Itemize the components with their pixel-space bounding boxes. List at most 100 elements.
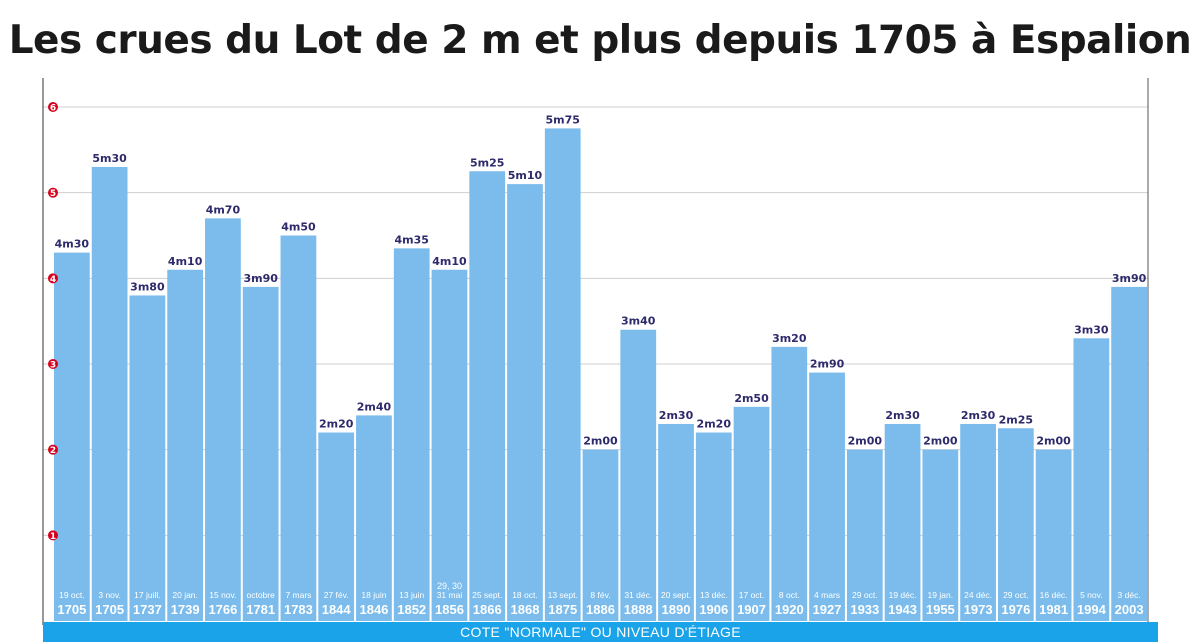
date-label: 4 mars xyxy=(814,590,840,600)
value-label: 3m90 xyxy=(243,272,278,285)
date-label: 17 juill. xyxy=(134,590,160,600)
year-label: 1781 xyxy=(246,602,275,617)
year-label: 1737 xyxy=(133,602,162,617)
date-label: 16 déc. xyxy=(1040,590,1068,600)
bar xyxy=(733,406,770,621)
bar xyxy=(695,432,732,621)
date-label: 13 sept. xyxy=(548,590,578,600)
value-label: 2m30 xyxy=(659,409,694,422)
year-label: 1705 xyxy=(57,602,86,617)
year-label: 1933 xyxy=(850,602,879,617)
value-label: 2m40 xyxy=(357,400,392,413)
bar xyxy=(356,415,392,621)
date-label: 31 déc. xyxy=(624,590,652,600)
year-label: 1906 xyxy=(699,602,728,617)
value-label: 2m00 xyxy=(583,435,618,448)
year-label: 1866 xyxy=(473,602,502,617)
bar xyxy=(393,248,430,621)
value-label: 2m50 xyxy=(734,392,769,405)
year-label: 1994 xyxy=(1077,602,1107,617)
bar xyxy=(318,432,355,621)
year-label: 1846 xyxy=(359,602,388,617)
year-label: 1890 xyxy=(662,602,691,617)
date-label: 19 déc. xyxy=(889,590,917,600)
year-label: 1766 xyxy=(208,602,237,617)
value-label: 4m30 xyxy=(55,238,90,251)
value-label: 2m30 xyxy=(885,409,920,422)
date-label: 8 oct. xyxy=(779,590,800,600)
bar xyxy=(280,235,317,621)
date-label: 29 oct. xyxy=(1003,590,1029,600)
y-tick-label: 2 xyxy=(50,446,56,456)
bar xyxy=(1111,286,1147,621)
bar xyxy=(809,372,845,621)
date-label: 19 oct. xyxy=(59,590,85,600)
date-label: 19 jan. xyxy=(928,590,954,600)
y-tick-label: 3 xyxy=(50,361,56,371)
value-label: 2m25 xyxy=(999,413,1033,426)
y-tick-marker xyxy=(48,530,58,541)
year-label: 1981 xyxy=(1039,602,1068,617)
bar xyxy=(846,449,883,621)
year-label: 1856 xyxy=(435,602,464,617)
year-label: 1907 xyxy=(737,602,766,617)
value-label: 2m20 xyxy=(319,418,354,431)
value-label: 4m50 xyxy=(281,221,316,234)
value-label: 3m30 xyxy=(1074,323,1109,336)
date-label: 8 fév. xyxy=(590,590,610,600)
year-label: 1852 xyxy=(397,602,426,617)
bar xyxy=(54,252,90,621)
bar xyxy=(91,166,128,621)
date-label: 13 déc. xyxy=(700,590,728,600)
value-label: 2m00 xyxy=(1036,435,1071,448)
baseline-band: COTE "NORMALE" OU NIVEAU D'ÉTIAGE xyxy=(43,622,1158,642)
y-tick-marker xyxy=(48,102,58,112)
year-label: 1920 xyxy=(775,602,804,617)
bar xyxy=(1073,338,1110,621)
value-label: 2m00 xyxy=(923,435,958,448)
year-label: 1973 xyxy=(964,602,993,617)
value-label: 2m20 xyxy=(697,418,732,431)
bar xyxy=(507,184,543,621)
date-label: 5 nov. xyxy=(1080,590,1103,600)
date-label: 3 déc. xyxy=(1118,590,1141,600)
value-label: 5m75 xyxy=(546,113,580,126)
year-label: 1943 xyxy=(888,602,917,617)
year-label: 1886 xyxy=(586,602,615,617)
bar xyxy=(922,449,959,621)
year-label: 1783 xyxy=(284,602,313,617)
date-label: 25 sept. xyxy=(472,590,502,600)
year-label: 1739 xyxy=(171,602,200,617)
bar xyxy=(469,171,506,621)
date-label-top: 29, 30 xyxy=(437,581,462,591)
year-label: 1875 xyxy=(548,602,577,617)
date-label: 18 oct. xyxy=(512,590,538,600)
year-label: 1844 xyxy=(322,602,352,617)
date-label: 7 mars xyxy=(285,590,311,600)
date-label: 29 oct. xyxy=(852,590,878,600)
value-label: 4m70 xyxy=(206,203,241,216)
value-label: 4m10 xyxy=(432,255,467,268)
year-label: 1705 xyxy=(95,602,124,617)
date-label: octobre xyxy=(246,590,275,600)
year-label: 1888 xyxy=(624,602,653,617)
value-label: 2m30 xyxy=(961,409,996,422)
value-label: 5m10 xyxy=(508,169,543,182)
bar xyxy=(658,423,694,621)
value-label: 5m30 xyxy=(92,152,127,165)
date-label: 13 juin xyxy=(399,590,424,600)
bar xyxy=(960,423,996,621)
y-tick-marker xyxy=(48,273,58,284)
year-label: 1955 xyxy=(926,602,955,617)
bar xyxy=(205,218,241,621)
y-tick-label: 1 xyxy=(50,532,56,542)
date-label: 18 juin xyxy=(361,590,386,600)
date-label: 27 fév. xyxy=(324,590,349,600)
bar xyxy=(1035,449,1072,621)
bar xyxy=(997,428,1034,621)
y-tick-marker xyxy=(48,187,58,198)
value-label: 4m10 xyxy=(168,255,203,268)
date-label: 3 nov. xyxy=(98,590,121,600)
date-label: 31 mai xyxy=(437,590,463,600)
